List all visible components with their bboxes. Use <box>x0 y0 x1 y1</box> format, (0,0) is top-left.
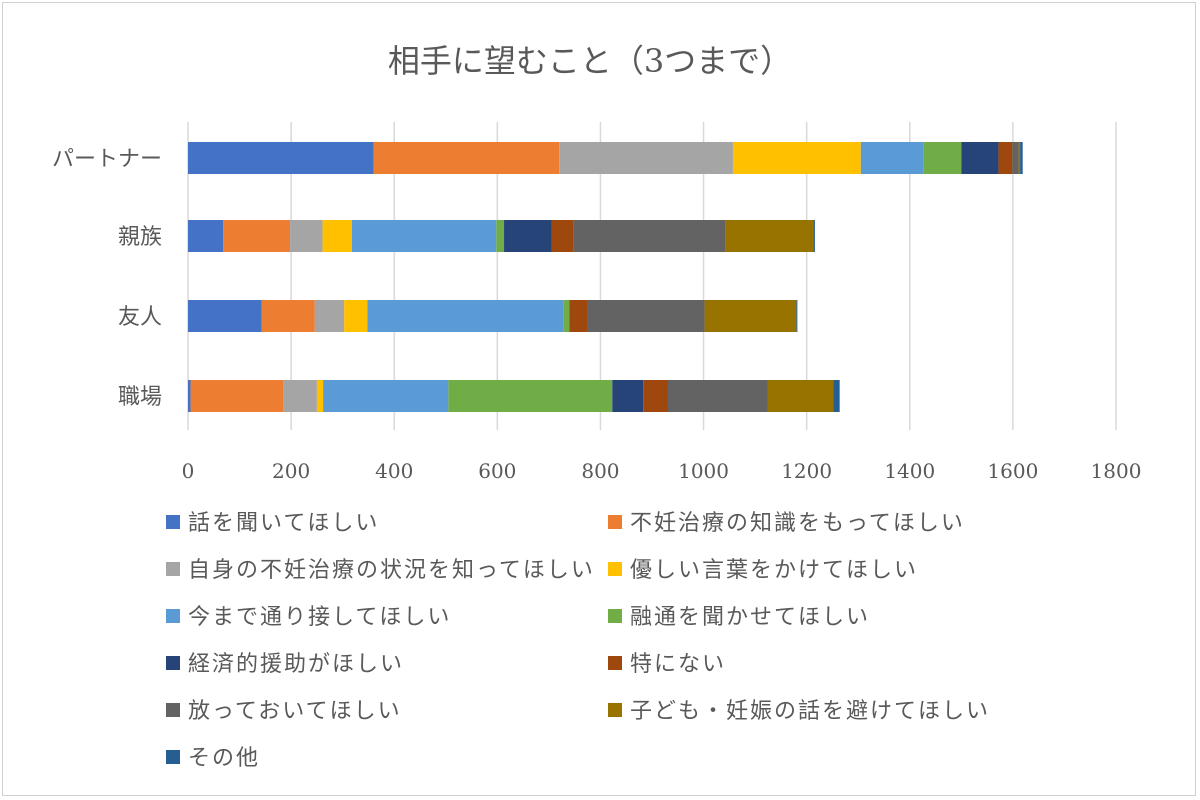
x-tick-label: 1600 <box>987 459 1038 483</box>
tick-labels: 0 200 400 600 800 1000 1200 1400 1600 1800 <box>182 459 1142 483</box>
bar-segment <box>923 142 962 174</box>
bar-segment <box>504 220 552 252</box>
legend-swatch <box>166 703 180 717</box>
bar-segment <box>833 380 840 412</box>
legend-label: 子ども・妊娠の話を避けてほしい <box>630 699 990 724</box>
bar-segment <box>1012 142 1019 174</box>
bar-segment <box>188 142 374 174</box>
x-tick-label: 1000 <box>678 459 729 483</box>
bar-segment <box>569 300 588 332</box>
chart-title: 相手に望むこと（3つまで） <box>388 42 792 80</box>
bar-segment <box>373 142 560 174</box>
bar-segment <box>551 220 574 252</box>
bar-segment <box>448 380 613 412</box>
legend-label: 優しい言葉をかけてほしい <box>630 558 918 583</box>
legend-swatch <box>166 562 180 576</box>
bar-segment <box>813 220 815 252</box>
bar-segment <box>667 380 768 412</box>
bar-segment <box>732 142 861 174</box>
legend-swatch <box>608 656 622 670</box>
legend-label: 自身の不妊治療の状況を知ってほしい <box>188 558 595 583</box>
bar-segment <box>725 220 814 252</box>
x-tick-label: 800 <box>581 459 619 483</box>
bar-segment <box>316 380 324 412</box>
bar-segment <box>1020 142 1023 174</box>
bar-segment <box>587 300 705 332</box>
bar-segment <box>559 142 733 174</box>
bar-segment <box>344 300 368 332</box>
bar-segment <box>188 220 224 252</box>
legend-swatch <box>608 515 622 529</box>
x-tick-label: 600 <box>478 459 516 483</box>
legend-swatch <box>608 609 622 623</box>
bar-segment <box>496 220 505 252</box>
category-label: パートナー <box>52 147 162 172</box>
bar-segment <box>860 142 924 174</box>
legend-swatch <box>166 750 180 764</box>
category-label: 職場 <box>118 385 162 410</box>
bar-segment <box>643 380 668 412</box>
bar-segment <box>314 300 345 332</box>
bar-segment <box>283 380 317 412</box>
legend-swatch <box>166 656 180 670</box>
bar-segment <box>367 300 564 332</box>
legend-label: 今まで通り接してほしい <box>188 605 451 630</box>
legend-label: 話を聞いてほしい <box>188 511 379 536</box>
x-tick-label: 400 <box>375 459 413 483</box>
bar-segment <box>998 142 1013 174</box>
bar-segment <box>323 380 449 412</box>
bar-segment <box>1018 142 1021 174</box>
x-tick-label: 200 <box>272 459 310 483</box>
x-tick-label: 1800 <box>1091 459 1142 483</box>
bars <box>188 142 1023 412</box>
category-label: 友人 <box>118 305 162 330</box>
bar-segment <box>188 300 262 332</box>
legend-label: 融通を聞かせてほしい <box>630 605 870 630</box>
bar-segment <box>223 220 291 252</box>
bar-segment <box>322 220 352 252</box>
bar-segment <box>351 220 497 252</box>
bar-segment <box>767 380 834 412</box>
category-label: 親族 <box>118 225 162 250</box>
legend-label: 不妊治療の知識をもってほしい <box>630 511 965 536</box>
bar-segment <box>704 300 797 332</box>
bar-segment <box>188 380 191 412</box>
x-tick-label: 1400 <box>884 459 935 483</box>
legend-label: 経済的援助がほしい <box>188 652 404 677</box>
legend-swatch <box>166 515 180 529</box>
legend-label: 放っておいてほしい <box>188 699 402 724</box>
bar-segment <box>190 380 284 412</box>
bar-segment <box>961 142 999 174</box>
bar-segment <box>563 300 570 332</box>
bar-segment <box>796 300 798 332</box>
legend-swatch <box>608 562 622 576</box>
bar-segment <box>573 220 726 252</box>
x-tick-label: 0 <box>182 459 195 483</box>
bar-segment <box>612 380 644 412</box>
legend-label: その他 <box>188 746 260 771</box>
bar-segment <box>290 220 323 252</box>
legend-swatch <box>608 703 622 717</box>
bar-segment <box>261 300 315 332</box>
legend-label: 特にない <box>630 652 726 677</box>
legend-swatch <box>166 609 180 623</box>
x-tick-label: 1200 <box>781 459 832 483</box>
